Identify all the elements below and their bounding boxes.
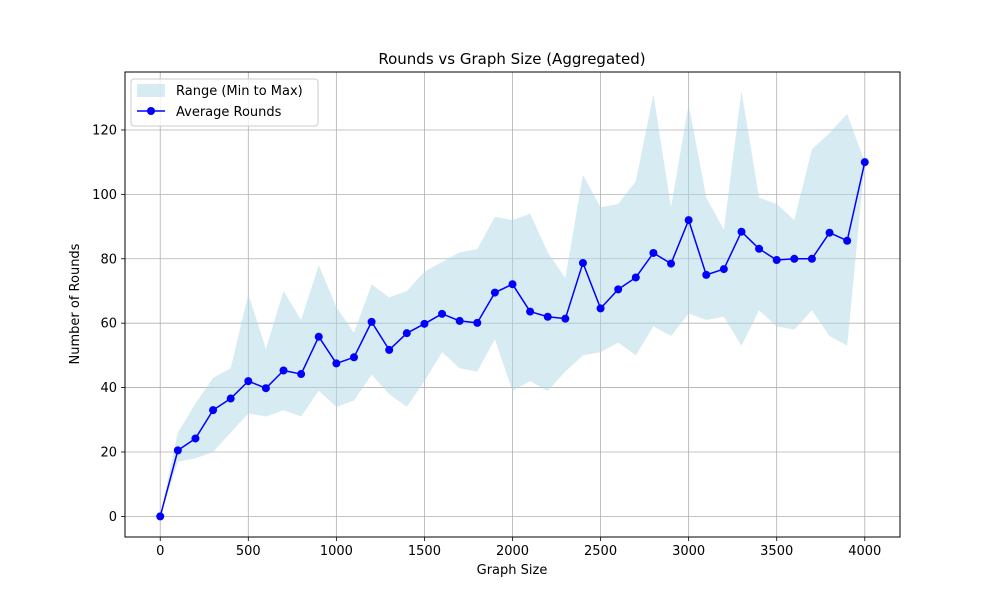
average-rounds-point (420, 319, 429, 328)
y-tick-label: 20 (100, 445, 117, 460)
y-tick-label: 0 (109, 510, 117, 525)
average-rounds-point (473, 318, 482, 327)
x-axis-label: Graph Size (477, 563, 548, 578)
average-rounds-point (279, 366, 288, 375)
legend-box (130, 78, 319, 127)
range-band-layer (160, 91, 865, 517)
average-rounds-point (667, 259, 676, 268)
x-tick-label: 2000 (496, 544, 529, 559)
x-tick-label: 1500 (408, 544, 441, 559)
average-rounds-point (385, 345, 394, 354)
x-tick-label: 500 (236, 544, 261, 559)
average-rounds-point (649, 248, 658, 257)
average-rounds-point (173, 446, 182, 455)
average-rounds-point (526, 307, 535, 316)
average-rounds-point (825, 228, 834, 237)
legend-label-average: Average Rounds (176, 105, 282, 120)
average-rounds-point (755, 244, 764, 253)
y-tick-label: 120 (92, 123, 117, 138)
average-rounds-point (631, 273, 640, 282)
x-tick-label: 1000 (320, 544, 353, 559)
x-tick-label: 0 (156, 544, 164, 559)
legend-label-range: Range (Min to Max) (176, 84, 303, 99)
average-rounds-point (561, 314, 570, 323)
legend-swatch-range (137, 84, 165, 97)
average-rounds-point (737, 227, 746, 236)
y-tick-label: 60 (100, 317, 117, 332)
x-axis-ticks: 0 500 1000 1500 2000 2500 3000 3500 4000 (156, 537, 881, 559)
average-rounds-point (367, 317, 376, 326)
x-tick-label: 3000 (672, 544, 705, 559)
average-rounds-point (508, 280, 517, 289)
average-rounds-point (297, 370, 306, 379)
average-rounds-point (402, 329, 411, 338)
average-rounds-point (455, 316, 464, 325)
average-rounds-point (261, 384, 270, 393)
average-rounds-point (543, 312, 552, 321)
x-tick-label: 3500 (760, 544, 793, 559)
average-rounds-point (719, 265, 728, 274)
legend: Range (Min to Max) Average Rounds (130, 78, 319, 127)
average-markers-layer (156, 158, 869, 521)
average-rounds-point (807, 254, 816, 263)
average-rounds-point (314, 332, 323, 341)
y-tick-label: 80 (100, 252, 117, 267)
average-rounds-point (772, 256, 781, 265)
average-rounds-point (156, 512, 165, 521)
legend-swatch-average-marker (147, 107, 155, 115)
average-rounds-point (490, 288, 499, 297)
average-rounds-point (191, 434, 200, 443)
average-rounds-point (578, 258, 587, 267)
average-rounds-point (702, 270, 711, 279)
average-rounds-point (843, 236, 852, 245)
average-rounds-point (226, 394, 235, 403)
average-rounds-point (209, 406, 218, 415)
average-rounds-point (790, 254, 799, 263)
y-tick-label: 100 (92, 188, 117, 203)
average-rounds-point (349, 353, 358, 362)
y-axis-ticks: 0 20 40 60 80 100 120 (92, 123, 125, 525)
average-rounds-point (614, 285, 623, 294)
y-tick-label: 40 (100, 381, 117, 396)
average-rounds-point (332, 359, 341, 368)
average-rounds-point (438, 309, 447, 318)
average-rounds-point (860, 158, 869, 167)
average-rounds-point (596, 304, 605, 313)
y-axis-label: Number of Rounds (68, 243, 83, 364)
x-tick-label: 4000 (848, 544, 881, 559)
chart-title: Rounds vs Graph Size (Aggregated) (378, 50, 645, 68)
range-band (160, 91, 865, 517)
average-rounds-point (244, 377, 253, 386)
average-rounds-point (684, 216, 693, 225)
x-tick-label: 2500 (584, 544, 617, 559)
